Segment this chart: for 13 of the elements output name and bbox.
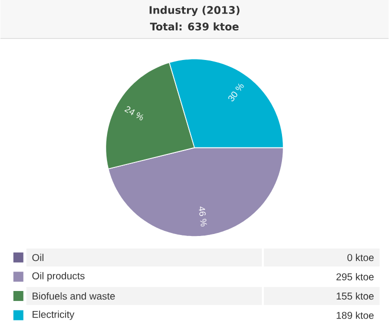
legend-label: Electricity bbox=[32, 310, 74, 320]
legend-label: Oil products bbox=[32, 272, 85, 282]
data-label: 295 ktoe bbox=[336, 272, 374, 280]
text: 0 ktoe bbox=[347, 254, 374, 261]
text: 24 % bbox=[124, 106, 144, 120]
chart-title: Industry (2013) bbox=[150, 6, 240, 16]
chart-subtitle: Total: 639 ktoe bbox=[150, 22, 239, 30]
legend-label: Oil bbox=[32, 254, 44, 261]
text: 30 % bbox=[228, 83, 244, 102]
data-label: 155 ktoe bbox=[336, 292, 374, 300]
data-label: 189 ktoe bbox=[336, 311, 374, 319]
legend-label: Biofuels and waste bbox=[32, 292, 115, 300]
text: 46 % bbox=[198, 206, 207, 226]
